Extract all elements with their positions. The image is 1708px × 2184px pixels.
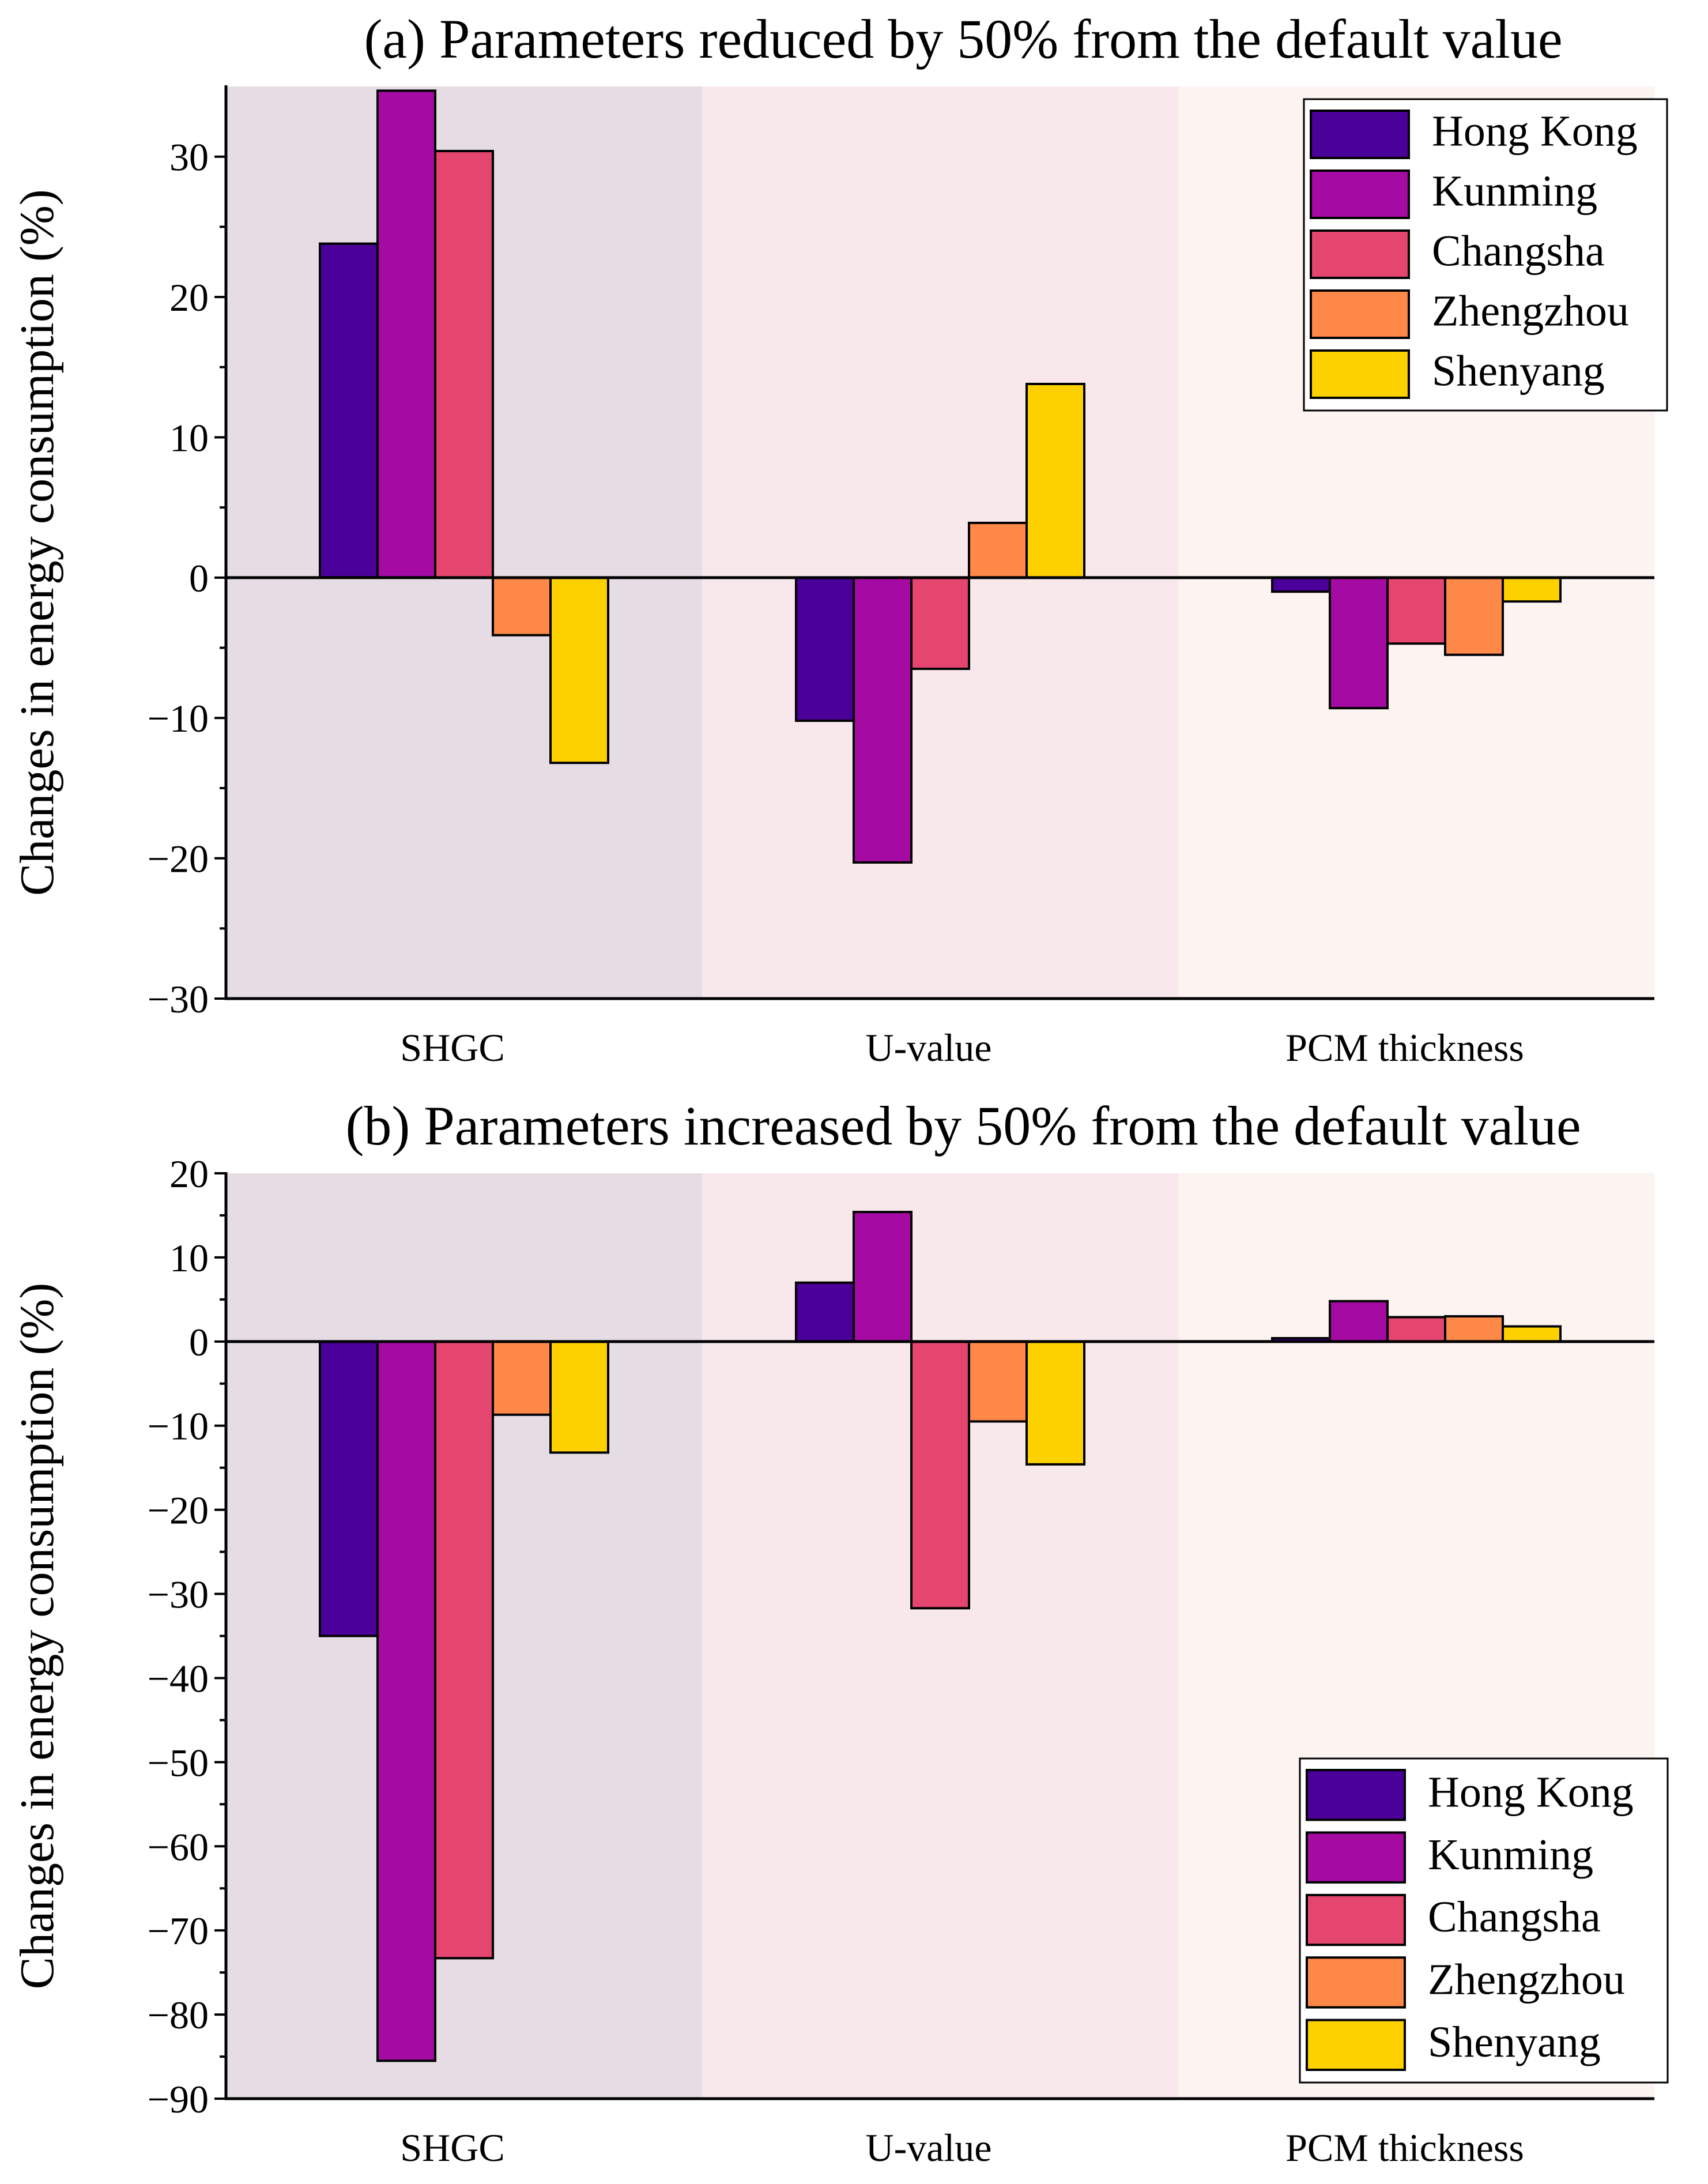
y-tick-label: 20 — [169, 276, 209, 319]
bar — [1271, 576, 1331, 593]
bar — [492, 576, 552, 637]
legend-swatch — [1306, 2019, 1406, 2072]
y-tick-label: −40 — [148, 1656, 209, 1700]
bar — [1444, 1315, 1504, 1343]
bar — [1329, 576, 1389, 710]
bar — [1329, 1300, 1389, 1343]
chart-title: (a) Parameters reduced by 50% from the d… — [364, 8, 1562, 70]
y-tick-label: −20 — [148, 1489, 209, 1532]
category-label: U-value — [865, 2126, 991, 2170]
legend-label: Hong Kong — [1428, 1768, 1634, 1816]
legend-swatch — [1310, 349, 1410, 399]
bar — [434, 149, 494, 579]
bar — [910, 1340, 970, 1610]
bar — [376, 89, 436, 579]
y-tick-label: −60 — [148, 1825, 209, 1869]
bar — [795, 1281, 855, 1343]
y-tick-label: −70 — [148, 1909, 209, 1953]
bar — [434, 1340, 494, 1960]
bar — [968, 521, 1028, 579]
y-axis-label: Changes in energy consumption (%) — [10, 1283, 64, 1990]
category-band — [702, 1173, 1178, 2099]
legend-swatch — [1310, 289, 1410, 339]
category-label: SHGC — [400, 1026, 504, 1070]
y-tick-label: −50 — [148, 1741, 209, 1784]
y-tick-label: −80 — [148, 1993, 209, 2037]
legend-label: Zhengzhou — [1428, 1956, 1625, 2004]
bar — [1502, 1325, 1562, 1343]
chart-panel-a: 30 20 10 0 −10 −20 −30 SHGC U-value PCM thickness… — [10, 8, 1668, 1070]
bar — [853, 576, 913, 864]
chart-panel-b: 20 10 0 −10 −20 −30 −40 −50 −60 −70 −80 −90 SHGC U-va… — [10, 1095, 1669, 2170]
category-label: SHGC — [400, 2126, 504, 2170]
category-label: PCM thickness — [1285, 2126, 1524, 2170]
y-axis-label: Changes in energy consumption (%) — [10, 189, 64, 896]
y-tick-label: −10 — [148, 696, 209, 740]
legend-swatch — [1306, 1831, 1406, 1884]
y-tick-label: 10 — [169, 416, 209, 460]
legend-label: Shenyang — [1428, 2018, 1601, 2066]
legend-swatch — [1310, 110, 1410, 159]
legend: Hong Kong Kunming Changsha Zhengzhou Shenyan… — [1303, 98, 1668, 412]
legend-swatch — [1306, 1893, 1406, 1946]
bar — [1386, 576, 1446, 645]
legend-label: Kunming — [1432, 167, 1597, 216]
bar — [376, 1340, 436, 2062]
legend-label: Changsha — [1432, 227, 1605, 276]
legend-swatch — [1306, 1956, 1406, 2009]
legend-label: Hong Kong — [1432, 107, 1638, 156]
bar — [968, 1340, 1028, 1423]
bar — [853, 1211, 913, 1343]
bar — [492, 1340, 552, 1416]
y-tick-label: 0 — [189, 1320, 209, 1364]
bar — [1386, 1316, 1446, 1343]
category-label: U-value — [865, 1026, 991, 1070]
category-label: PCM thickness — [1285, 1026, 1524, 1070]
bar — [1444, 576, 1504, 656]
legend-swatch — [1310, 170, 1410, 219]
y-tick-label: 10 — [169, 1236, 209, 1280]
legend-label: Shenyang — [1432, 347, 1605, 396]
chart-panels: 30 20 10 0 −10 −20 −30 SHGC U-value PCM thickness… — [10, 8, 1669, 2170]
bar — [319, 1340, 379, 1637]
legend-swatch — [1306, 1769, 1406, 1821]
bar — [1025, 382, 1085, 579]
bar — [795, 576, 855, 722]
y-tick-label: 20 — [169, 1152, 209, 1196]
legend: Hong Kong Kunming Changsha Zhengzhou Shenyan… — [1299, 1757, 1669, 2084]
y-tick-label: 0 — [189, 556, 209, 600]
bar — [1502, 576, 1562, 603]
y-tick-label: −90 — [148, 2077, 209, 2121]
legend-label: Changsha — [1428, 1893, 1601, 1941]
bar — [1025, 1340, 1085, 1466]
bar — [549, 1340, 609, 1454]
chart-title: (b) Parameters increased by 50% from the… — [345, 1095, 1581, 1157]
legend-label: Kunming — [1428, 1831, 1593, 1879]
y-tick-label: −20 — [148, 837, 209, 881]
bar — [319, 242, 379, 579]
bar — [910, 576, 970, 671]
legend-label: Zhengzhou — [1432, 287, 1629, 336]
y-tick-label: −10 — [148, 1404, 209, 1448]
y-tick-label: −30 — [148, 977, 209, 1021]
bar — [549, 576, 609, 765]
category-band — [702, 86, 1178, 999]
y-tick-label: −30 — [148, 1573, 209, 1617]
y-tick-label: 30 — [169, 135, 209, 179]
legend-swatch — [1310, 229, 1410, 279]
